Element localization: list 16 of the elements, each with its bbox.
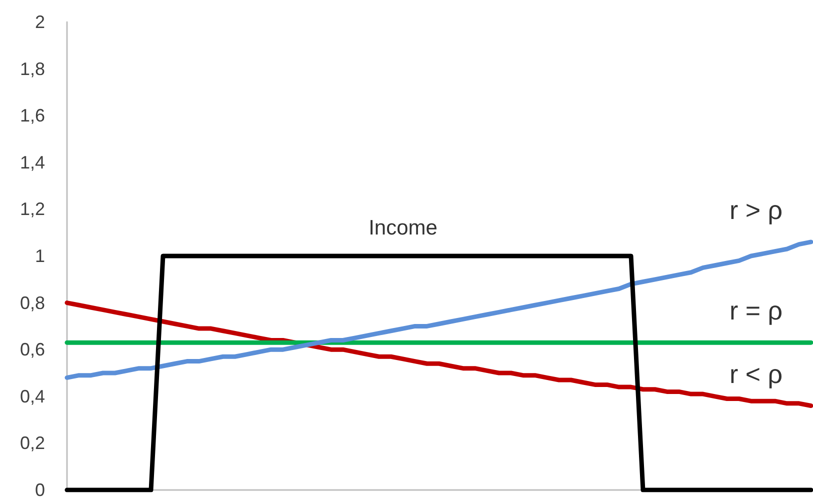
y-tick-label: 0,6 — [20, 340, 45, 360]
y-tick-label: 1,2 — [20, 199, 45, 220]
y-tick-label: 1,8 — [20, 58, 45, 79]
series-label: r = ρ — [729, 296, 783, 326]
y-tick-label: 1 — [34, 246, 45, 266]
series-label: Income — [368, 216, 438, 240]
y-tick-label: 0,4 — [20, 386, 45, 406]
y-tick-label: 1,4 — [20, 152, 45, 172]
y-tick-label: 0,8 — [20, 292, 45, 313]
series-label: r < ρ — [729, 358, 783, 389]
y-tick-label: 0,2 — [20, 433, 45, 454]
series-label: r > ρ — [729, 194, 783, 225]
y-tick-label: 2 — [34, 12, 45, 32]
y-tick-label: 0 — [34, 480, 45, 500]
y-tick-label: 1,6 — [20, 106, 45, 126]
line-series — [64, 300, 813, 408]
